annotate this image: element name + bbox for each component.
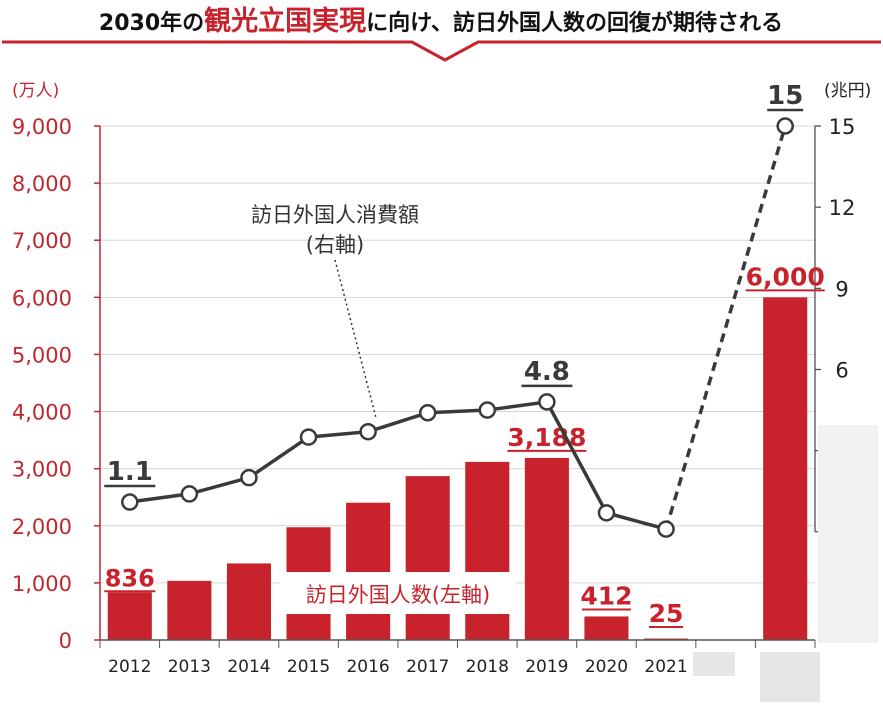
bar: [226, 563, 272, 640]
title-prefix: 2030年の: [99, 10, 204, 36]
x-axis-tick-label: 2016: [346, 657, 389, 677]
plot-area: 0 1,000 2,000 3,000 4,000 5,000 6,000 7,000 8,00…: [12, 81, 855, 677]
line-series-projection: [664, 125, 787, 530]
right-axis-tick-label: 12: [829, 196, 856, 220]
line-point: [597, 504, 616, 522]
line-point: [240, 468, 258, 487]
left-axis-tick-label: 3,000: [12, 458, 72, 482]
right-axis-unit: (兆円): [824, 81, 871, 101]
left-axis-tick-label: 0: [59, 629, 72, 653]
bar: [346, 502, 391, 640]
bar-series-label-bg: [280, 572, 516, 614]
bar-data-label-bg: [104, 560, 156, 591]
line-point: [299, 428, 318, 446]
bar-data-label: 836: [105, 564, 155, 592]
line-data-label: 1.1: [107, 457, 153, 487]
title-banner: 2030年の観光立国実現に向け、訪日外国人数の回復が期待される: [0, 0, 883, 62]
right-axis-tick-label: 15: [829, 115, 856, 139]
bar-data-label: 412: [580, 581, 632, 610]
bar: [107, 592, 152, 640]
line-data-label: 4.8: [524, 357, 570, 387]
line-series: [129, 400, 667, 531]
title-background: [0, 0, 883, 40]
x-axis-tick-label: 2018: [466, 657, 509, 677]
annotation-leader: [334, 259, 377, 418]
x-axis-tick-label: 2019: [525, 657, 568, 677]
x-axis-tick-label: 2013: [168, 657, 211, 677]
x-axis-tick-label: 2012: [108, 657, 151, 677]
line-point: [359, 422, 377, 441]
line-point: [121, 493, 139, 511]
bar: [584, 616, 629, 640]
left-axis-tick-label: 4,000: [12, 401, 72, 425]
bar: [405, 476, 450, 640]
line-point: [657, 520, 675, 538]
left-axis-tick-label: 7,000: [12, 229, 72, 253]
line-point: [538, 393, 556, 411]
line-point: [180, 485, 199, 503]
bar-series-label: 訪日外国人数(左軸): [306, 583, 490, 607]
line-point: [776, 117, 794, 135]
left-axis-tick-label: 2,000: [12, 515, 72, 539]
bar: [524, 457, 569, 640]
bar: [763, 297, 808, 640]
title-suffix: に向け、訪日外国人数の回復が期待される: [366, 10, 783, 36]
left-axis-tick-label: 1,000: [12, 572, 72, 596]
line-data-label: 15: [767, 81, 803, 111]
right-axis-tick-label: 6: [835, 358, 848, 382]
blurred-region: [693, 652, 735, 676]
right-axis-tick-label: 9: [835, 277, 848, 301]
line-point: [418, 404, 437, 422]
bar-data-label: 6,000: [746, 262, 825, 291]
left-axis-unit: (万人): [12, 81, 59, 101]
line-series-axis-note: (右軸): [306, 233, 364, 257]
x-axis-tick-label: 2014: [227, 657, 270, 677]
title-highlight: 観光立国実現: [204, 5, 366, 37]
x-axis-tick-label: 2015: [287, 657, 330, 677]
x-axis-tick-label: 2017: [406, 657, 449, 677]
line-series-label: 訪日外国人消費額: [251, 203, 419, 227]
page-title: 2030年の観光立国実現に向け、訪日外国人数の回復が期待される: [99, 5, 783, 37]
left-axis-tick-label: 8,000: [12, 172, 72, 196]
x-axis-tick-label: 2020: [585, 657, 628, 677]
line-point: [478, 401, 497, 419]
left-axis-tick-label: 9,000: [12, 115, 72, 139]
bar: [167, 580, 212, 640]
left-axis-tick-label: 6,000: [12, 286, 72, 310]
blurred-region: [760, 652, 820, 702]
blurred-region: [818, 425, 878, 643]
x-axis-tick-label: 2021: [644, 657, 687, 677]
left-axis-tick-label: 5,000: [12, 343, 72, 367]
bar-data-label: 25: [649, 599, 684, 628]
title-underline-arrow: [2, 40, 881, 62]
bar-data-label: 3,188: [507, 423, 586, 452]
